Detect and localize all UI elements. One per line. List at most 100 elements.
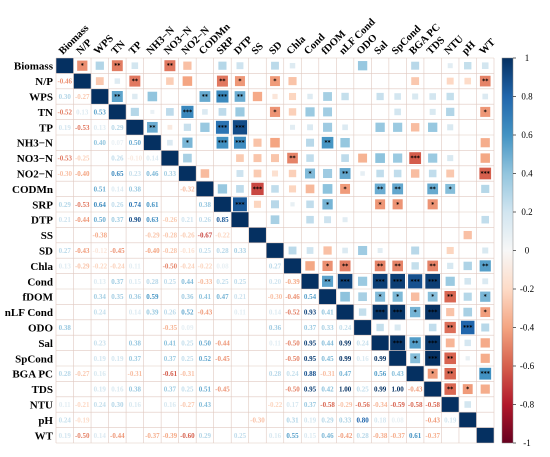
corr-square [393, 153, 403, 163]
corr-value: 0.54 [304, 293, 317, 301]
corr-value: -0.45 [110, 247, 125, 255]
corr-square [216, 75, 228, 87]
corr-square [323, 122, 333, 132]
corr-square [427, 183, 439, 195]
corr-square [425, 304, 441, 320]
corr-square [111, 60, 123, 72]
corr-value: -0.40 [145, 247, 160, 255]
corr-value: 0.30 [59, 93, 72, 101]
corr-value: 0.26 [199, 216, 212, 224]
corr-square [465, 356, 470, 361]
corr-square [444, 367, 456, 380]
corr-square [372, 273, 388, 289]
corr-square [428, 169, 437, 178]
corr-square [463, 230, 472, 240]
corr-square [375, 122, 385, 132]
corr-square [305, 261, 315, 271]
corr-square [410, 292, 420, 301]
corr-value: 0.16 [269, 432, 282, 440]
corr-square [411, 262, 419, 270]
corr-square [375, 291, 386, 302]
corr-value: -0.60 [180, 432, 195, 440]
colorbar-tick-label: -0.8 [520, 400, 535, 410]
corr-square [236, 170, 244, 177]
signif-stars: *** [235, 201, 245, 208]
colorbar: 1 0.8 0.6 0.4 0.2 0 -0.2 -0.4 -0.6 -0.8 -1 [501, 53, 535, 448]
corr-value: -0.37 [390, 432, 405, 440]
corr-square [429, 93, 436, 100]
corr-square [411, 77, 420, 86]
corr-square [306, 138, 315, 147]
corr-square [181, 105, 194, 118]
corr-square [409, 152, 422, 164]
corr-value: -0.24 [110, 262, 125, 270]
corr-square [182, 137, 193, 148]
signif-stars: * [396, 294, 400, 301]
corr-square [390, 304, 406, 320]
corr-square [287, 152, 298, 164]
corr-square [376, 92, 384, 101]
signif-stars: * [431, 201, 435, 208]
corr-square [235, 107, 245, 117]
corr-square [199, 91, 211, 102]
column-label: WT [478, 37, 498, 57]
corr-square [446, 77, 454, 85]
corr-value: 0.37 [111, 216, 124, 224]
corr-value: 0.25 [199, 247, 212, 255]
corr-value: 0.25 [234, 278, 247, 286]
signif-stars: ** [342, 171, 349, 178]
corr-value: -0.50 [285, 339, 300, 347]
corr-square [324, 216, 332, 224]
signif-stars: *** [393, 309, 403, 316]
corr-value: 0.29 [111, 124, 124, 132]
corr-square [166, 77, 174, 85]
corr-value: 0.61 [409, 432, 422, 440]
corr-square [481, 215, 490, 224]
corr-value: 0.46 [321, 432, 334, 440]
corr-value: -0.50 [285, 386, 300, 394]
corr-value: 0.90 [129, 216, 142, 224]
row-label: NH3−N [17, 138, 53, 150]
signif-stars: ** [447, 371, 454, 378]
corr-value: 0.40 [94, 139, 107, 147]
corr-value: 0.95 [304, 339, 317, 347]
corr-square [337, 274, 353, 289]
diag-cell [91, 88, 109, 105]
corr-square [446, 107, 455, 117]
corr-square [271, 154, 279, 163]
corr-square [445, 338, 455, 348]
signif-stars: ** [237, 94, 244, 101]
diagonal-cells [56, 58, 494, 443]
corr-square [427, 260, 439, 272]
corr-value: -0.43 [408, 386, 423, 394]
row-label: Sal [38, 338, 53, 350]
corr-value: 0.45 [321, 355, 334, 363]
corr-value: 0.28 [59, 370, 72, 378]
corr-square [218, 61, 227, 70]
corr-value: 0.50 [94, 216, 107, 224]
corr-value: -0.52 [57, 108, 72, 116]
corr-value: 0.63 [146, 216, 159, 224]
corr-value: 0.19 [111, 355, 124, 363]
row-label: NO2−N [17, 169, 53, 181]
corr-value: 0.31 [286, 416, 299, 424]
row-label: nLF Cond [5, 307, 53, 319]
corr-square [480, 338, 490, 348]
corr-square [425, 350, 441, 366]
corr-square [374, 183, 386, 195]
corr-value: -0.40 [75, 170, 90, 178]
diag-cell [248, 227, 267, 243]
corr-square [480, 138, 490, 148]
signif-stars: * [273, 78, 277, 85]
corr-value: 0.59 [146, 293, 159, 301]
corr-square [411, 246, 420, 255]
corr-value: 0.99 [339, 339, 352, 347]
row-labels: Biomass N/P WPS TN TP NH3−N NO3−N NO2−N CODMn SRP… [5, 61, 54, 443]
corr-value: -0.53 [75, 124, 90, 132]
corr-square [290, 202, 295, 207]
corr-value: 0.24 [339, 324, 352, 332]
corr-square [428, 323, 437, 332]
corr-square [377, 247, 383, 254]
corr-value: -0.61 [163, 370, 178, 378]
corr-square [340, 137, 350, 148]
